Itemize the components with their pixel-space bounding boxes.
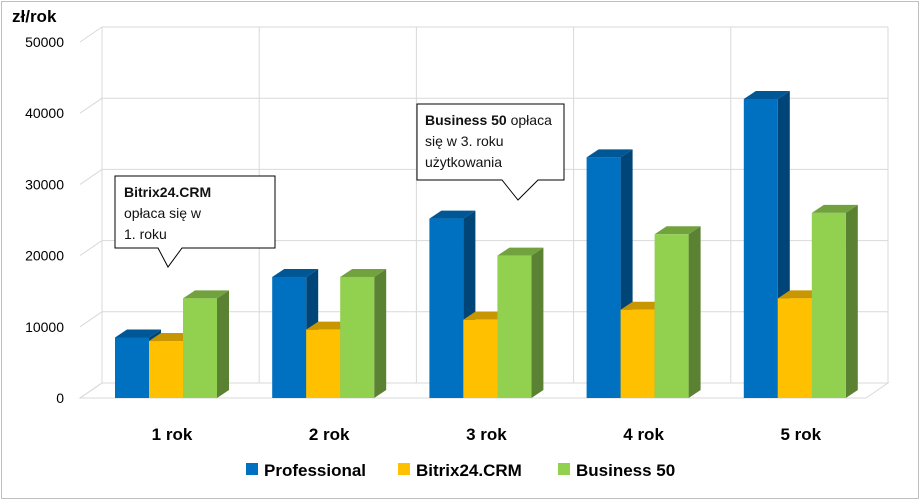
bar-top (654, 226, 701, 235)
y-tick-label: 30000 (25, 176, 64, 192)
bar-side (217, 290, 229, 398)
bar-top (743, 90, 790, 99)
legend-swatch (558, 463, 570, 475)
callout-2-rest: opłaca (506, 112, 552, 128)
side-wall-base (79, 382, 103, 399)
x-tick-label: 3 rok (466, 425, 507, 444)
bar-front (743, 98, 778, 399)
bar-top (272, 268, 319, 277)
y-ticks: 0 10000 20000 30000 40000 50000 (25, 34, 64, 406)
bar-top (429, 210, 476, 219)
bar-business-50-5 (811, 204, 858, 398)
bar-side (374, 268, 387, 398)
x-tick-labels: 1 rok 2 rok 3 rok 4 rok 5 rok (152, 425, 822, 444)
callout-2-text: Business 50 opłaca się w 3. roku użytkow… (425, 110, 552, 173)
callout-1-bold: Bitrix24.CRM (124, 184, 212, 200)
callout-1-line3: 1. roku (124, 226, 167, 242)
bar-business-50-1 (183, 290, 229, 398)
callout-2-line3: użytkowania (425, 154, 503, 170)
y-tick-label: 0 (56, 390, 64, 406)
bar-top (115, 329, 161, 338)
x-tick-label: 5 rok (780, 425, 821, 444)
legend: Professional Bitrix24.CRM Business 50 (246, 461, 675, 480)
callout-2-box (416, 103, 565, 201)
y-tick-label: 40000 (25, 105, 64, 121)
legend-swatch (398, 463, 410, 475)
bar-business-50-3 (497, 247, 544, 398)
bar-front (586, 157, 621, 398)
side-gridline (79, 26, 103, 43)
x-tick-label: 2 rok (309, 425, 350, 444)
y-tick-label: 50000 (25, 34, 64, 50)
y-tick-label: 20000 (25, 248, 64, 264)
bar-front (183, 298, 217, 398)
bar-front (149, 341, 183, 398)
callout-1-line2: opłaca się w (124, 205, 202, 221)
x-tick-label: 4 rok (623, 425, 664, 444)
legend-swatch (246, 463, 258, 475)
legend-label: Business 50 (576, 461, 675, 480)
side-gridline (79, 97, 103, 114)
side-gridline (79, 168, 103, 185)
y-axis-label: zł/rok (12, 7, 57, 26)
bar-business-50-2 (340, 268, 387, 398)
x-tick-label: 1 rok (152, 425, 193, 444)
callout-2-bold: Business 50 (425, 112, 507, 128)
bar-front (620, 309, 655, 398)
bar-front (654, 234, 689, 398)
bar-front (340, 276, 375, 398)
legend-label: Professional (264, 461, 366, 480)
callouts (114, 103, 565, 268)
bar-front (811, 212, 846, 398)
y-tick-label: 10000 (25, 319, 64, 335)
callout-1-box (114, 175, 276, 268)
bar-top (586, 149, 633, 158)
bar-front (463, 319, 498, 398)
bar-side (688, 226, 701, 398)
side-gridline (79, 240, 103, 257)
bar-business-50-4 (654, 226, 701, 398)
bar-top (497, 247, 544, 256)
bar-front (115, 337, 149, 398)
bars-layer (115, 90, 858, 399)
bar-side (531, 247, 544, 398)
bar-front (429, 218, 464, 398)
bar-side (845, 204, 858, 398)
bar-front (497, 255, 532, 398)
legend-label: Bitrix24.CRM (416, 461, 522, 480)
side-gridline (79, 311, 103, 328)
callout-2-line2: się w 3. roku (425, 133, 504, 149)
bar-top (340, 268, 387, 277)
bar-top (183, 290, 229, 299)
bar-front (306, 329, 341, 398)
bar-top (811, 204, 858, 213)
bar-front (777, 298, 812, 398)
callout-1-text: Bitrix24.CRM opłaca się w 1. roku (124, 182, 211, 245)
bar-front (272, 276, 307, 398)
